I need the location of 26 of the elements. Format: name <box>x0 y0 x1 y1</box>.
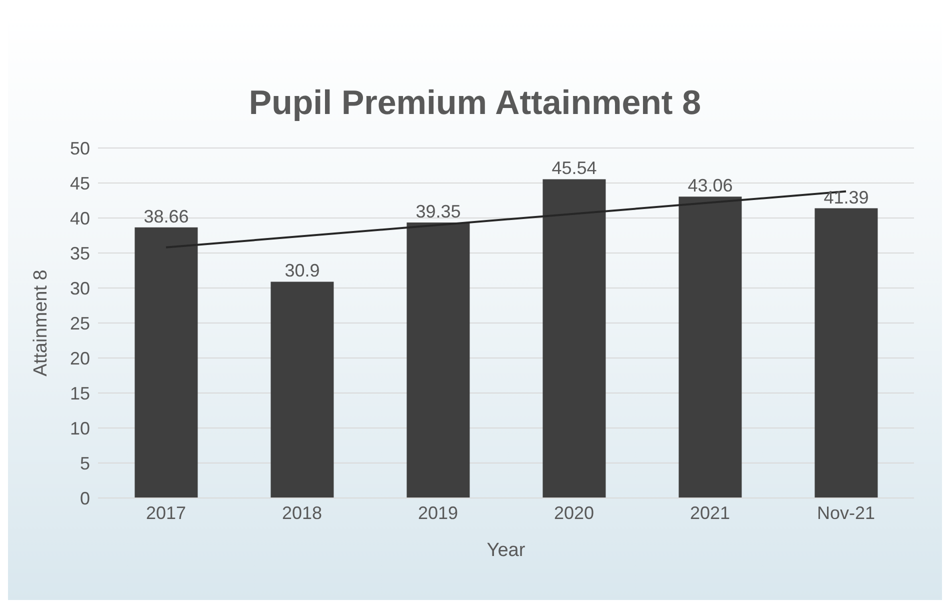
data-label: 45.54 <box>552 158 597 178</box>
y-tick-label: 40 <box>70 208 90 228</box>
y-tick-label: 45 <box>70 173 90 194</box>
y-tick-label: 30 <box>70 278 90 298</box>
y-tick-label: 10 <box>70 418 90 438</box>
y-tick-label: 25 <box>70 313 90 334</box>
x-tick-label: 2021 <box>690 502 730 523</box>
x-tick-label: 2020 <box>554 502 594 523</box>
chart-title: Pupil Premium Attainment 8 <box>248 83 702 124</box>
y-tick-label: 35 <box>70 243 90 264</box>
y-tick-label: 20 <box>70 348 90 368</box>
data-label: 39.35 <box>416 202 461 222</box>
y-axis-title: Attainment 8 <box>30 270 52 376</box>
y-tick-label: 5 <box>80 453 90 474</box>
x-tick-label: 2017 <box>146 502 186 523</box>
x-axis-title: Year <box>486 540 526 561</box>
data-label: 30.9 <box>284 260 320 281</box>
x-tick-label: 2019 <box>418 502 458 523</box>
data-label: 43.06 <box>688 176 733 196</box>
y-tick-label: 15 <box>70 383 90 404</box>
x-tick-label: Nov-21 <box>816 502 876 523</box>
y-tick-label: 50 <box>70 138 90 158</box>
data-label: 41.39 <box>824 187 869 208</box>
x-tick-label: 2018 <box>282 502 322 523</box>
y-tick-label: 0 <box>80 488 90 508</box>
data-label: 38.66 <box>144 206 189 226</box>
